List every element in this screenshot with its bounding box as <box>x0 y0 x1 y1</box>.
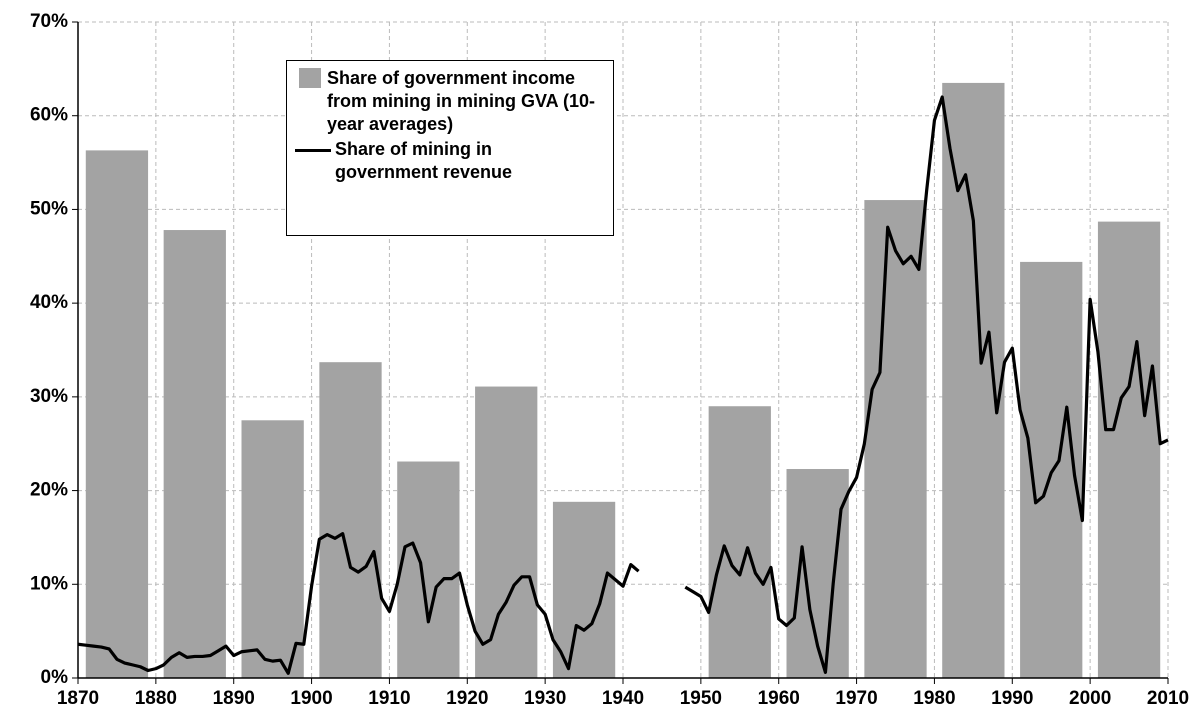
y-tick-label: 0% <box>41 667 69 688</box>
legend-key <box>299 68 321 88</box>
legend-label: Share of mining in government revenue <box>335 139 513 182</box>
x-tick-label: 1960 <box>758 688 800 709</box>
x-tick-label: 1970 <box>835 688 877 709</box>
y-tick-label: 50% <box>30 198 68 219</box>
y-tick-label: 40% <box>30 292 68 313</box>
x-tick-label: 1920 <box>446 688 488 709</box>
legend: Share of government income from mining i… <box>286 60 614 236</box>
legend-key <box>295 149 331 152</box>
bar <box>864 200 927 679</box>
bar <box>552 501 616 678</box>
x-tick-label: 1990 <box>991 688 1033 709</box>
x-tick-label: 2010 <box>1147 688 1189 709</box>
y-tick-label: 20% <box>30 480 68 501</box>
x-tick-label: 1940 <box>602 688 644 709</box>
x-tick-label: 2000 <box>1069 688 1111 709</box>
x-tick-label: 1930 <box>524 688 566 709</box>
y-tick-label: 70% <box>30 11 68 32</box>
x-tick-label: 1900 <box>290 688 332 709</box>
legend-item: Share of government income from mining i… <box>295 67 605 136</box>
x-tick-label: 1890 <box>213 688 255 709</box>
x-tick-label: 1910 <box>368 688 410 709</box>
y-tick-label: 10% <box>30 573 68 594</box>
legend-item: Share of mining in government revenue <box>295 138 605 184</box>
bar <box>475 386 538 678</box>
x-tick-label: 1880 <box>135 688 177 709</box>
line <box>77 95 1169 675</box>
bar <box>319 362 382 678</box>
bar <box>1097 221 1161 678</box>
legend-label: Share of government income from mining i… <box>327 68 595 134</box>
x-tick-label: 1870 <box>57 688 99 709</box>
bar <box>85 150 149 679</box>
y-tick-label: 30% <box>30 386 68 407</box>
y-tick-label: 60% <box>30 105 68 126</box>
bar <box>163 230 226 678</box>
x-tick-label: 1980 <box>913 688 955 709</box>
x-tick-label: 1950 <box>680 688 722 709</box>
bar <box>708 406 771 678</box>
bar <box>241 420 304 678</box>
bar <box>397 461 460 678</box>
